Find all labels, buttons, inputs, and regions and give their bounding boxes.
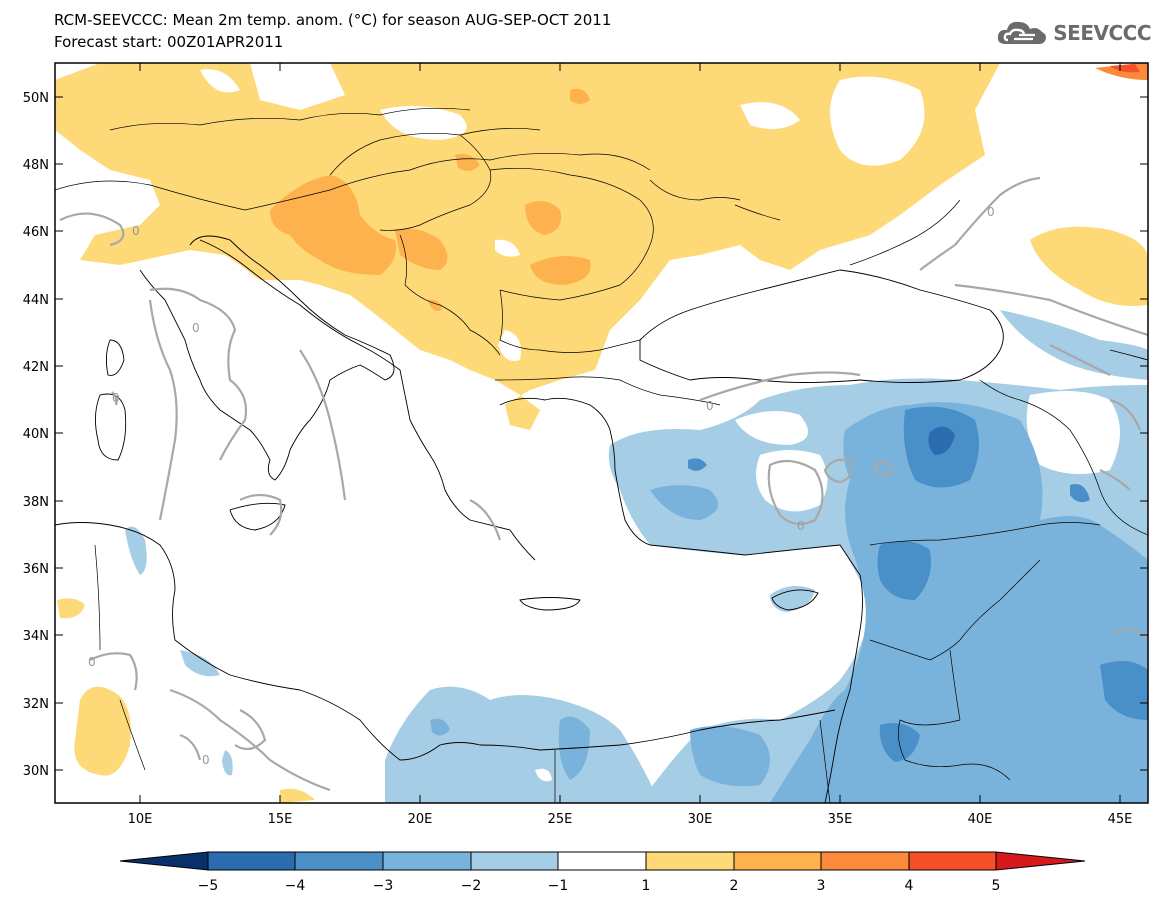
colorbar-tick-label: −2: [461, 878, 482, 894]
contour-label: 0: [706, 399, 714, 413]
cloud-icon: [998, 21, 1047, 44]
colorbar-segment: [470, 851, 559, 871]
cool-area-libya-west: [180, 650, 220, 677]
colorbar: [119, 851, 1086, 871]
contour-label: 0: [88, 655, 96, 669]
forecast-start-label: Forecast start: 00Z01APR2011: [54, 33, 284, 51]
anomaly-2to3-romania-1: [525, 201, 561, 235]
coastline-sicily: [229, 502, 286, 531]
lon-label: 15E: [268, 812, 293, 827]
coastline-cyprus: [771, 589, 819, 611]
contour-label: 0: [192, 321, 200, 335]
lon-label: 40E: [968, 812, 993, 827]
longitude-axis: [139, 63, 1121, 803]
latitude-axis: [55, 96, 1148, 771]
lon-label: 10E: [128, 812, 153, 827]
lat-label: 40N: [23, 427, 49, 442]
contour-labels: 0 0 0 0 0 0 0 0: [88, 205, 995, 767]
colorbar-tick-label: −4: [285, 878, 306, 894]
colorbar-segment: [645, 851, 735, 871]
lat-label: 42N: [23, 360, 49, 375]
colorbar-tick-label: −3: [373, 878, 394, 894]
coastline-crete: [519, 597, 581, 611]
cool-area-caspian-east: [1000, 310, 1148, 380]
latitude-labels: 50N 48N 46N 44N 42N 40N 38N 36N 34N 32N …: [23, 91, 49, 779]
colorbar-tick-label: 2: [730, 878, 739, 894]
lon-label: 20E: [408, 812, 433, 827]
warm-area-west-algeria: [57, 598, 85, 619]
colorbar-labels: −5 −4 −3 −2 −1 1 2 3 4 5: [198, 878, 1001, 894]
coastline-black-sea: [639, 269, 1004, 383]
country-borders: [55, 108, 1148, 803]
colorbar-segment: [382, 851, 472, 871]
coastline-aegean-turkey: [499, 397, 861, 576]
colorbar-segment: [733, 851, 822, 871]
colorbar-segment: [557, 851, 647, 871]
lat-label: 34N: [23, 629, 49, 644]
colorbar-segment: [119, 851, 209, 871]
cool-area-4to5-core: [928, 426, 955, 455]
colorbar-tick-label: −1: [548, 878, 569, 894]
map-title: RCM-SEEVCCC: Mean 2m temp. anom. (°C) fo…: [54, 11, 612, 29]
colorbar-segment: [820, 851, 910, 871]
lon-label: 25E: [548, 812, 573, 827]
colorbar-tick-label: 1: [642, 878, 651, 894]
coastline-caspian: [1109, 349, 1148, 361]
anomaly-2to3-serbia: [395, 228, 448, 270]
anomaly-2to3-romania-2: [530, 256, 591, 285]
coastline-sardinia: [95, 393, 127, 461]
warm-area-libya-small: [280, 788, 315, 803]
cool-area-2to3-east: [770, 402, 1148, 803]
lon-label: 35E: [828, 812, 853, 827]
colorbar-tick-label: 5: [992, 878, 1001, 894]
coastline-italy-adriatic: [139, 235, 395, 481]
warm-area-caspian: [1030, 226, 1148, 306]
contour-label: 0: [797, 519, 805, 533]
lat-label: 50N: [23, 91, 49, 106]
longitude-labels: 10E 15E 20E 25E 30E 35E 40E 45E: [128, 812, 1133, 827]
colorbar-segment: [207, 851, 296, 871]
cool-area-tunisia: [125, 526, 147, 575]
coastlines: [55, 235, 1148, 803]
contour-label: 0: [202, 753, 210, 767]
logo-text: SEEVCCC: [1053, 21, 1151, 45]
contour-label: 0: [112, 391, 120, 405]
lat-label: 32N: [23, 697, 49, 712]
colorbar-segment: [294, 851, 384, 871]
contour-label: 0: [987, 205, 995, 219]
colorbar-tick-label: 4: [905, 878, 914, 894]
coastline-corsica: [105, 339, 125, 376]
anomaly-2to3-croatia: [270, 175, 396, 275]
warm-area-north-africa: [74, 686, 131, 776]
coastline-north-africa: [55, 522, 836, 761]
seevccc-logo: SEEVCCC: [995, 18, 1151, 48]
contour-label: 0: [132, 224, 140, 238]
lat-label: 36N: [23, 562, 49, 577]
anomaly-2to3-ukraine: [570, 88, 590, 104]
anomaly-fill: [55, 63, 1148, 803]
colorbar-segment: [995, 851, 1086, 871]
lat-label: 46N: [23, 225, 49, 240]
colorbar-tick-label: −5: [198, 878, 219, 894]
anomaly-2to3-hungary: [455, 153, 480, 171]
zero-contours: [59, 176, 1148, 792]
colorbar-tick-label: 3: [817, 878, 826, 894]
lon-label: 30E: [688, 812, 713, 827]
lat-label: 48N: [23, 158, 49, 173]
lon-label: 45E: [1108, 812, 1133, 827]
lat-label: 30N: [23, 764, 49, 779]
warm-area-central-europe: [55, 63, 1000, 430]
cool-area-libya-egypt: [385, 686, 660, 803]
lat-label: 38N: [23, 495, 49, 510]
coastline-balkans: [199, 239, 536, 561]
colorbar-segment: [908, 851, 997, 871]
coastline-levant: [824, 574, 863, 803]
cool-area-cyprus: [770, 586, 815, 612]
lat-label: 44N: [23, 293, 49, 308]
